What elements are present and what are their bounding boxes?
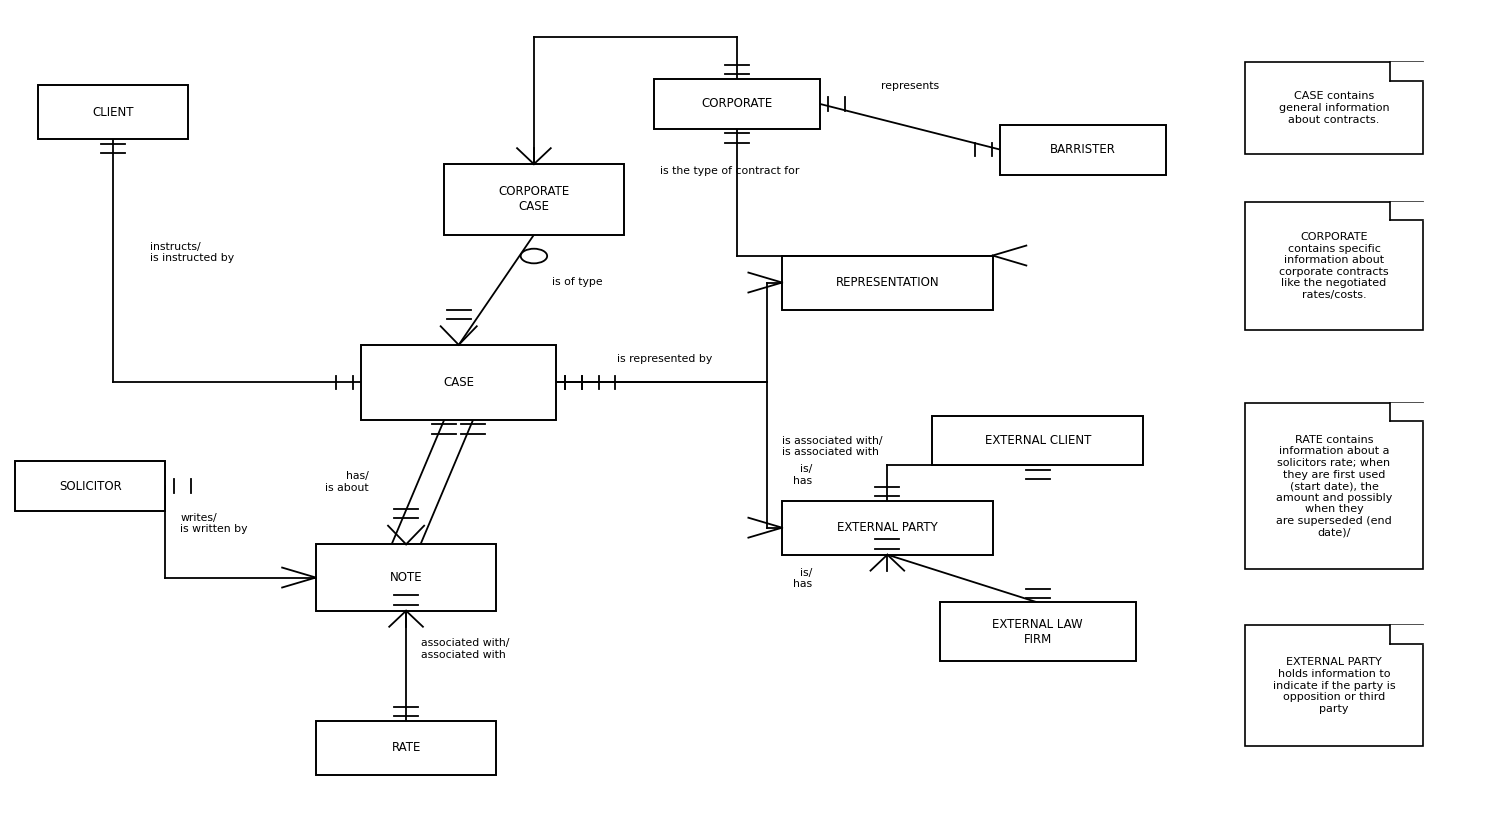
Polygon shape — [1390, 201, 1423, 219]
Text: is the type of contract for: is the type of contract for — [660, 166, 799, 176]
Circle shape — [520, 248, 547, 263]
Polygon shape — [1390, 62, 1423, 81]
FancyBboxPatch shape — [316, 720, 496, 774]
Text: EXTERNAL LAW
FIRM: EXTERNAL LAW FIRM — [993, 617, 1083, 646]
Text: is associated with/
is associated with: is associated with/ is associated with — [782, 436, 883, 457]
Text: RATE contains
information about a
solicitors rate; when
they are first used
(sta: RATE contains information about a solici… — [1275, 435, 1393, 538]
Text: SOLICITOR: SOLICITOR — [59, 479, 122, 493]
FancyBboxPatch shape — [932, 416, 1143, 465]
FancyBboxPatch shape — [1245, 403, 1423, 569]
Text: is/
has: is/ has — [793, 464, 812, 485]
FancyBboxPatch shape — [38, 85, 188, 139]
Polygon shape — [1390, 625, 1423, 643]
FancyBboxPatch shape — [782, 500, 993, 555]
FancyBboxPatch shape — [1245, 201, 1423, 330]
FancyBboxPatch shape — [1245, 625, 1423, 746]
FancyBboxPatch shape — [361, 345, 556, 420]
Text: associated with/
associated with: associated with/ associated with — [421, 638, 510, 660]
Text: CORPORATE
contains specific
information about
corporate contracts
like the negot: CORPORATE contains specific information … — [1280, 232, 1388, 300]
FancyBboxPatch shape — [782, 255, 993, 309]
Text: CASE: CASE — [444, 376, 474, 389]
Text: EXTERNAL PARTY
holds information to
indicate if the party is
opposition or third: EXTERNAL PARTY holds information to indi… — [1272, 657, 1396, 714]
Text: represents: represents — [881, 81, 938, 91]
Text: NOTE: NOTE — [390, 571, 423, 584]
Text: writes/
is written by: writes/ is written by — [180, 513, 248, 534]
Text: RATE: RATE — [391, 741, 421, 755]
FancyBboxPatch shape — [940, 602, 1136, 661]
Text: is represented by: is represented by — [617, 354, 711, 364]
Text: BARRISTER: BARRISTER — [1050, 143, 1116, 156]
Text: CLIENT: CLIENT — [92, 106, 134, 119]
Text: REPRESENTATION: REPRESENTATION — [836, 276, 938, 289]
FancyBboxPatch shape — [15, 461, 165, 511]
Text: instructs/
is instructed by: instructs/ is instructed by — [150, 242, 235, 263]
Text: EXTERNAL CLIENT: EXTERNAL CLIENT — [985, 434, 1090, 447]
Text: CORPORATE: CORPORATE — [701, 97, 773, 111]
Text: CASE contains
general information
about contracts.: CASE contains general information about … — [1278, 91, 1390, 125]
Text: EXTERNAL PARTY: EXTERNAL PARTY — [838, 521, 937, 534]
FancyBboxPatch shape — [444, 165, 624, 234]
Text: has/
is about: has/ is about — [325, 471, 368, 493]
FancyBboxPatch shape — [1000, 125, 1166, 175]
Text: is/
has: is/ has — [793, 568, 812, 589]
FancyBboxPatch shape — [316, 544, 496, 611]
FancyBboxPatch shape — [654, 79, 820, 129]
Polygon shape — [1390, 403, 1423, 421]
Text: CORPORATE
CASE: CORPORATE CASE — [498, 185, 570, 214]
Text: is of type: is of type — [552, 277, 603, 287]
FancyBboxPatch shape — [1245, 62, 1423, 154]
